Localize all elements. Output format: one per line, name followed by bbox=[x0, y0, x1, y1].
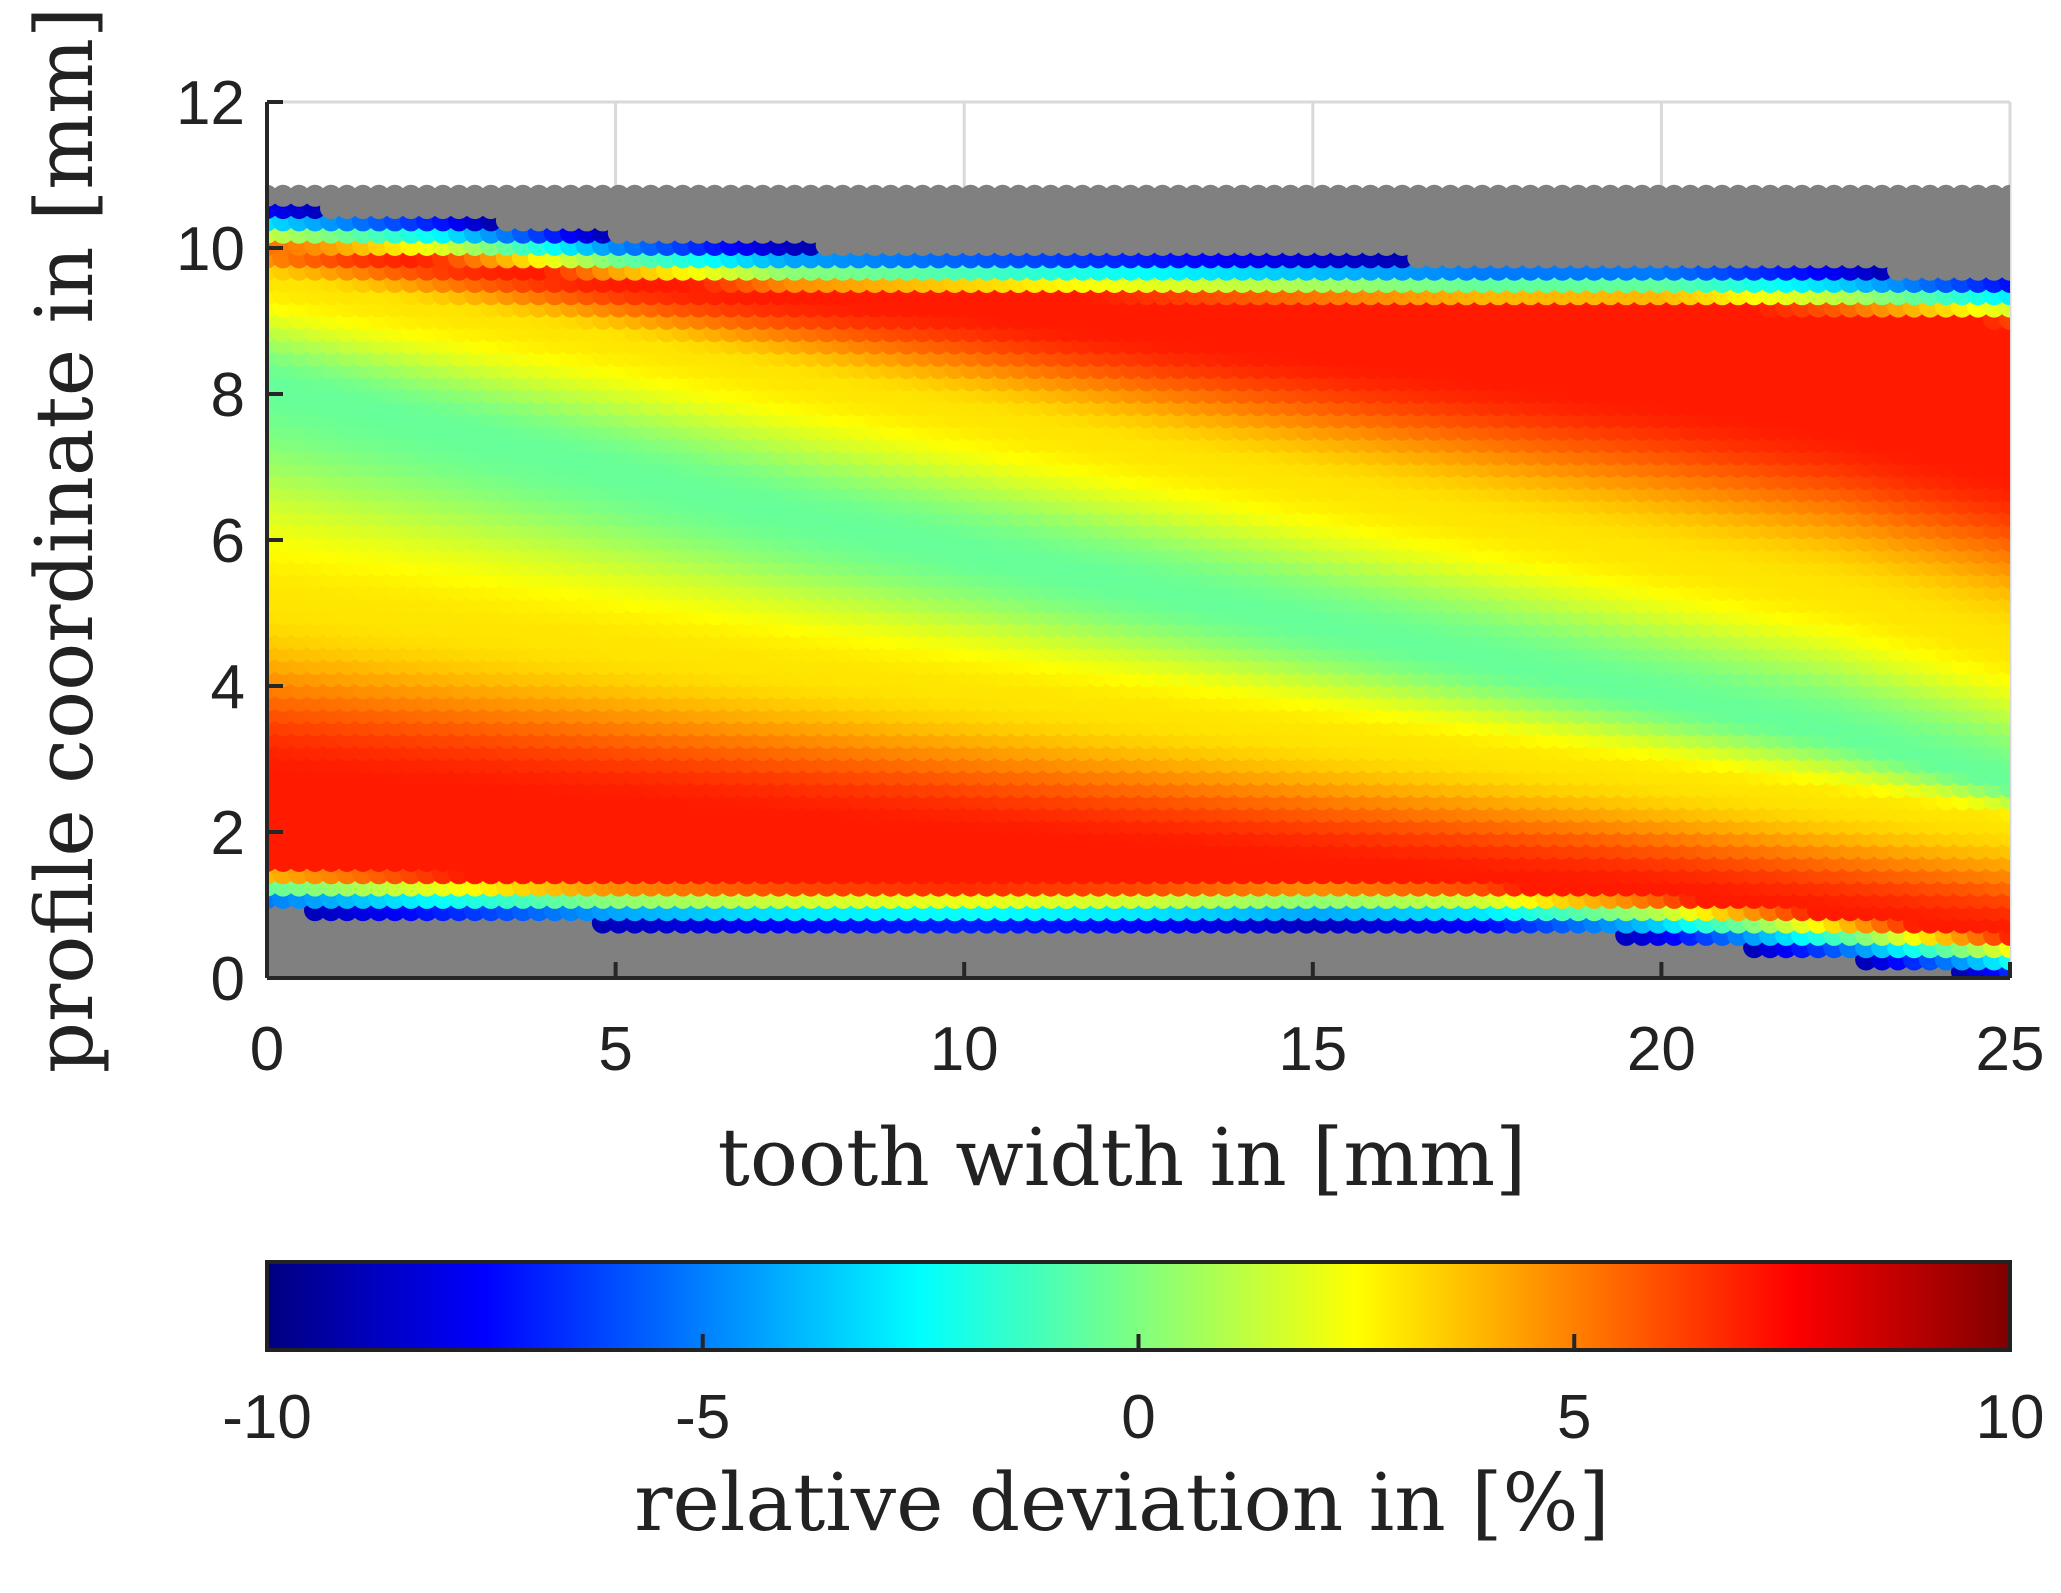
scatter-points bbox=[256, 185, 2021, 983]
